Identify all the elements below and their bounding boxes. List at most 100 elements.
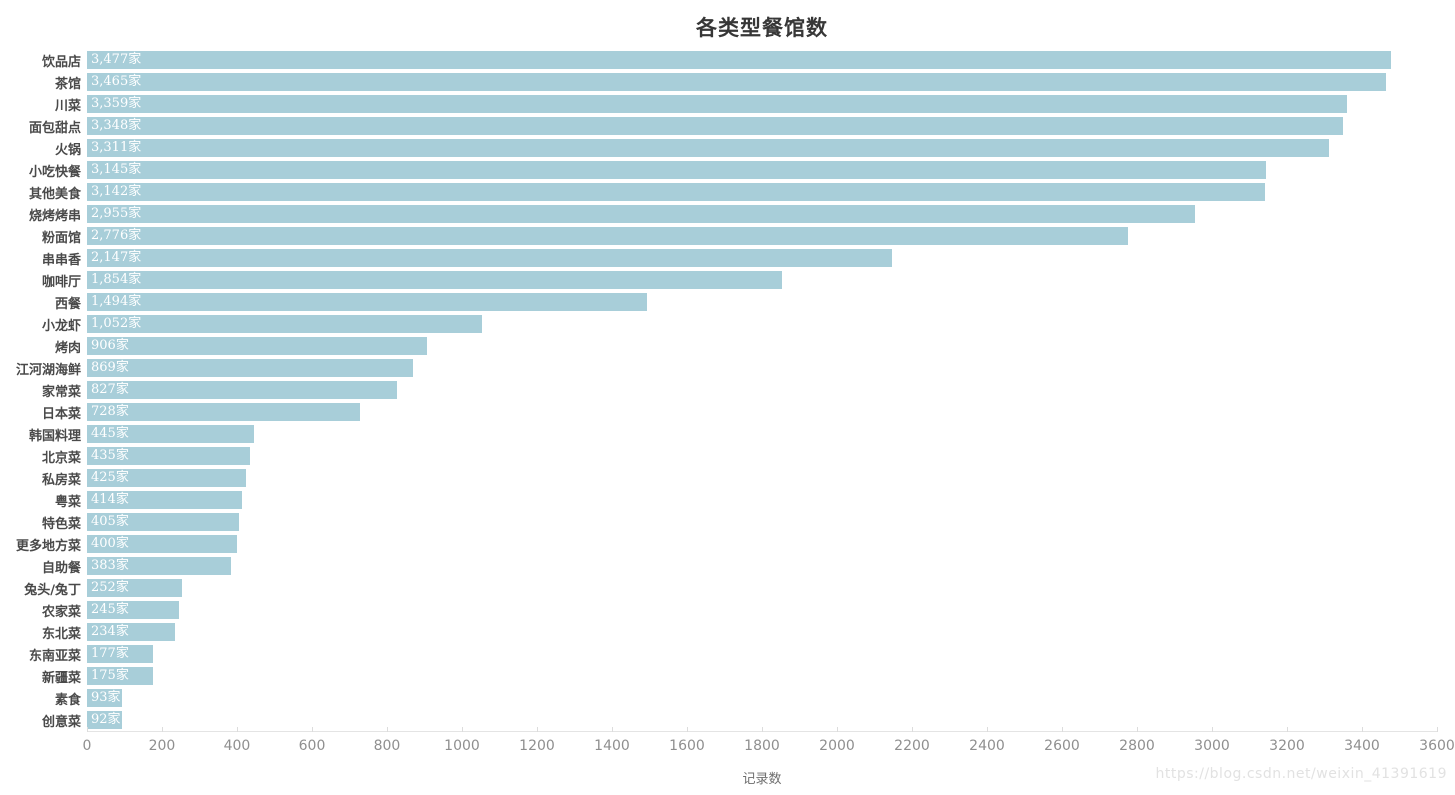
category-label: 其他美食 [28,186,81,202]
bar [87,535,237,553]
bar [87,425,254,443]
bar [87,403,360,421]
bar [87,689,122,707]
bar-value-label: 245家 [91,602,129,617]
x-tick-label: 1400 [594,738,630,754]
category-label: 火锅 [54,142,81,158]
bar-row: 串串香 2,147家 [0,247,1455,269]
category-label: 北京菜 [41,450,81,466]
bar-track: 1,494家 [87,293,1437,311]
x-tick-label: 600 [298,738,326,754]
bar-track: 383家 [87,557,1437,575]
bar-row: 烤肉 906家 [0,335,1455,357]
bar-value-label: 435家 [91,448,129,463]
bar-row: 日本菜 728家 [0,401,1455,423]
x-tick-label: 1600 [669,738,705,754]
bar-track: 175家 [87,667,1437,685]
bar-track: 92家 [87,711,1437,729]
bar-row: 火锅 3,311家 [0,137,1455,159]
bar-track: 3,359家 [87,95,1437,113]
x-tick-label: 3600 [1419,738,1455,754]
bar [87,447,251,465]
x-tick-label: 1800 [744,738,780,754]
bar-track: 3,348家 [87,117,1437,135]
bar-value-label: 1,052家 [91,316,142,331]
x-tick-mark [236,727,238,732]
bar-value-label: 383家 [91,558,129,573]
bar-row: 自助餐 383家 [0,555,1455,577]
bar-track: 93家 [87,689,1437,707]
x-tick-label: 0 [82,738,92,754]
bar-row: 西餐 1,494家 [0,291,1455,313]
plot-area: 饮品店 3,477家 茶馆 3,465家 川菜 3,359家 面包甜点 3,348家 火锅 3,3… [0,49,1455,731]
category-label: 粤菜 [54,494,81,510]
bar-value-label: 2,955家 [91,206,142,221]
bar-row: 粉面馆 2,776家 [0,225,1455,247]
bar-value-label: 869家 [91,360,129,375]
bar-row: 特色菜 405家 [0,511,1455,533]
x-axis-title: 记录数 [742,772,782,787]
x-tick-mark [386,727,388,732]
bar-value-label: 175家 [91,668,129,683]
x-tick-label: 2400 [969,738,1005,754]
category-label: 特色菜 [41,516,81,532]
x-tick-label: 2600 [1044,738,1080,754]
bar [87,95,1347,113]
x-tick-mark [1362,727,1363,732]
bar-row: 新疆菜 175家 [0,665,1455,687]
category-label: 韩国料理 [28,428,81,444]
x-tick-mark [612,727,613,732]
bar-value-label: 405家 [91,514,129,529]
bar-track: 2,955家 [87,205,1437,223]
bar-row: 茶馆 3,465家 [0,71,1455,93]
bar-row: 其他美食 3,142家 [0,181,1455,203]
x-tick-label: 3000 [1194,738,1230,754]
category-label: 自助餐 [41,560,81,576]
x-tick-label: 800 [373,738,401,754]
bar-row: 北京菜 435家 [0,445,1455,467]
category-label: 小吃快餐 [28,164,81,180]
category-label: 面包甜点 [28,120,81,136]
bar-value-label: 3,145家 [91,162,142,177]
bar-row: 韩国料理 445家 [0,423,1455,445]
category-label: 创意菜 [41,714,81,730]
x-tick-mark [912,727,913,732]
x-tick-mark [1286,727,1288,732]
x-tick-label: 2000 [819,738,855,754]
bar-value-label: 2,147家 [91,250,142,265]
bar-row: 农家菜 245家 [0,599,1455,621]
x-axis: 0 200 400 600 800 1000 1200 1400 1600 1800 2000 220… [83,727,1455,754]
bar [87,183,1266,201]
bar-track: 3,311家 [87,139,1437,157]
bar [87,249,893,267]
bar [87,469,247,487]
bar-row: 小龙虾 1,052家 [0,313,1455,335]
bar-value-label: 445家 [91,426,129,441]
bar-value-label: 414家 [91,492,129,507]
bar-row: 面包甜点 3,348家 [0,115,1455,137]
x-tick-mark [537,727,538,732]
bar-track: 405家 [87,513,1437,531]
bar [87,359,413,377]
x-tick-label: 2200 [894,738,930,754]
bar [87,139,1329,157]
bar-row: 东南亚菜 177家 [0,643,1455,665]
x-tick-label: 1000 [444,738,480,754]
bar-value-label: 177家 [91,646,129,661]
bar-value-label: 3,142家 [91,184,142,199]
bar-track: 1,052家 [87,315,1437,333]
category-label: 农家菜 [41,604,81,620]
bar-row: 烧烤烤串 2,955家 [0,203,1455,225]
bar-value-label: 2,776家 [91,228,142,243]
category-label: 烤肉 [54,340,81,356]
bar [87,315,482,333]
bar-track: 827家 [87,381,1437,399]
bar [87,117,1343,135]
bar-track: 906家 [87,337,1437,355]
bar-value-label: 92家 [91,712,121,727]
bar-track: 445家 [87,425,1437,443]
category-label: 私房菜 [41,472,81,488]
category-label: 新疆菜 [41,670,81,686]
bar-row: 粤菜 414家 [0,489,1455,511]
